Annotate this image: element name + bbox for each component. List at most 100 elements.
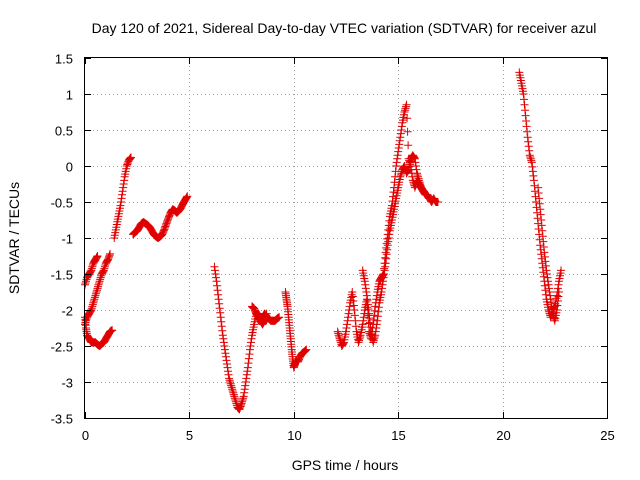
- data-point: [242, 370, 251, 379]
- data-point: [106, 249, 115, 258]
- data-point: [404, 166, 413, 175]
- data-point: [557, 266, 566, 275]
- data-point: [554, 280, 563, 289]
- data-point: [369, 338, 378, 347]
- data-point: [537, 216, 546, 224]
- data-point: [241, 381, 250, 390]
- series-segment-5b: [358, 151, 428, 347]
- data-point: [414, 174, 423, 183]
- series-segment-3b: [248, 302, 271, 329]
- data-point: [99, 266, 108, 275]
- data-point: [300, 347, 309, 356]
- data-point: [100, 264, 109, 273]
- data-point: [365, 314, 374, 323]
- data-point: [224, 367, 233, 376]
- data-point: [404, 141, 413, 150]
- data-point: [403, 167, 412, 176]
- data-point: [545, 288, 554, 296]
- data-point: [224, 370, 233, 379]
- x-tick-label: 20: [496, 428, 510, 443]
- data-point: [395, 140, 404, 149]
- data-point: [349, 301, 358, 310]
- data-point: [412, 165, 421, 174]
- x-axis-label: GPS time / hours: [292, 457, 399, 473]
- data-point: [383, 241, 392, 250]
- data-point: [183, 192, 192, 201]
- data-point: [125, 155, 134, 164]
- data-point: [349, 297, 358, 305]
- y-tick-label: 0: [66, 160, 73, 175]
- series-segment-6: [515, 68, 566, 322]
- data-point: [364, 319, 373, 328]
- data-point: [216, 313, 225, 322]
- data-point: [93, 252, 102, 261]
- data-point: [116, 201, 125, 210]
- data-point: [364, 309, 373, 318]
- data-point: [415, 178, 424, 187]
- data-point: [384, 237, 393, 246]
- data-point: [525, 146, 534, 155]
- data-point: [411, 162, 420, 170]
- data-point: [554, 292, 563, 301]
- data-point: [418, 186, 427, 195]
- data-point: [96, 275, 105, 284]
- data-point: [219, 338, 228, 347]
- data-point: [528, 167, 537, 176]
- data-point: [535, 199, 544, 208]
- data-point: [91, 291, 100, 300]
- data-point: [222, 360, 231, 368]
- data-point: [356, 333, 365, 341]
- y-tick-label: 1.5: [55, 52, 73, 67]
- data-point: [88, 300, 97, 309]
- x-tick-label: 10: [287, 428, 301, 443]
- data-point: [361, 284, 370, 293]
- y-tick-label: 0.5: [55, 124, 73, 139]
- y-tick-label: -0.5: [51, 196, 73, 211]
- data-point: [210, 266, 219, 275]
- plot-frame: [84, 57, 608, 419]
- series-segment-1d: [110, 153, 135, 242]
- data-point: [117, 198, 126, 206]
- data-point: [126, 153, 135, 162]
- data-point: [261, 315, 270, 323]
- data-point: [541, 257, 550, 266]
- data-point: [344, 309, 353, 318]
- data-point: [90, 293, 99, 302]
- data-point: [82, 277, 91, 286]
- data-point: [381, 253, 390, 262]
- data-point: [527, 158, 536, 167]
- data-point: [400, 162, 409, 170]
- x-tick-label: 5: [186, 428, 193, 443]
- data-point: [88, 262, 97, 271]
- data-point: [338, 340, 347, 349]
- data-point: [92, 288, 101, 296]
- data-point: [519, 90, 528, 98]
- data-point: [213, 281, 222, 290]
- data-point: [262, 311, 271, 320]
- y-tick-label: -1: [61, 232, 73, 247]
- x-tick-label: 0: [82, 428, 89, 443]
- data-point: [351, 316, 360, 325]
- data-point: [400, 108, 409, 116]
- data-point: [218, 331, 227, 340]
- data-point: [393, 151, 402, 160]
- data-point: [344, 313, 353, 322]
- data-point: [550, 315, 559, 323]
- y-tick-label: -2.5: [51, 340, 73, 355]
- data-point: [392, 158, 401, 167]
- data-point: [246, 338, 255, 347]
- data-point: [300, 347, 309, 356]
- data-point: [374, 303, 383, 312]
- grid: [85, 58, 607, 418]
- data-point: [355, 334, 364, 343]
- data-point: [246, 342, 255, 350]
- data-point: [214, 295, 223, 304]
- data-point: [82, 316, 91, 325]
- data-point: [552, 306, 561, 314]
- data-point: [245, 350, 254, 359]
- data-point: [410, 153, 419, 162]
- data-point: [210, 262, 219, 271]
- data-point: [377, 288, 386, 296]
- data-point: [238, 397, 247, 406]
